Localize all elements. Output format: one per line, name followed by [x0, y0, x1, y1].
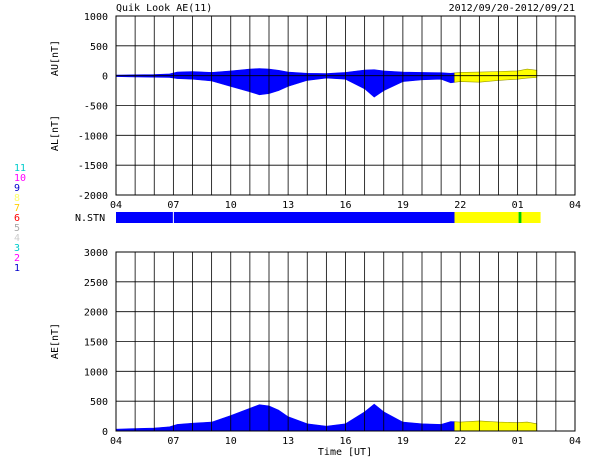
x-tick-label: 07 [167, 200, 179, 211]
y-tick-label: 500 [90, 397, 108, 408]
y-tick-label: -1500 [78, 161, 108, 172]
station-segment [173, 212, 455, 223]
station-legend-entry: 1 [14, 263, 20, 274]
station-legend-entry: 6 [14, 213, 20, 224]
series-ae-area [115, 403, 455, 432]
date-range: 2012/09/20-2012/09/21 [449, 3, 575, 14]
x-tick-label: 16 [339, 200, 351, 211]
x-tick-label: 10 [225, 436, 237, 447]
y-tick-label: -1000 [78, 131, 108, 142]
y-tick-label: 0 [102, 72, 108, 83]
series-al-area [115, 75, 455, 98]
nstn-label: N.STN [75, 213, 105, 224]
x-axis-title: Time [UT] [318, 447, 372, 458]
series-al-partial-area [454, 75, 538, 83]
station-legend-entry: 4 [14, 233, 20, 244]
x-tick-label: 16 [339, 436, 351, 447]
x-tick-label: 01 [512, 436, 524, 447]
y-tick-label: 1000 [84, 367, 108, 378]
y-tick-label: -2000 [78, 191, 108, 202]
station-legend-entry: 11 [14, 163, 26, 174]
station-legend-entry: 10 [14, 173, 26, 184]
station-legend-entry: 9 [14, 183, 20, 194]
y-tick-label: 500 [90, 42, 108, 53]
x-tick-label: 04 [569, 200, 581, 211]
x-tick-label: 22 [454, 436, 466, 447]
y-tick-label: 1500 [84, 338, 108, 349]
y-tick-label: 0 [102, 427, 108, 438]
station-segment [454, 212, 519, 223]
y-tick-label: 1000 [84, 12, 108, 23]
al-axis-label: AL[nT] [50, 115, 61, 151]
station-segment [116, 212, 174, 223]
y-tick-label: -500 [84, 102, 108, 113]
au-axis-label: AU[nT] [50, 40, 61, 76]
x-tick-label: 19 [397, 200, 409, 211]
x-tick-label: 22 [454, 200, 466, 211]
x-tick-label: 04 [110, 436, 122, 447]
x-tick-label: 13 [282, 436, 294, 447]
station-legend-entry: 2 [14, 253, 20, 264]
y-tick-label: 3000 [84, 248, 108, 259]
x-tick-label: 13 [282, 200, 294, 211]
x-tick-label: 04 [569, 436, 581, 447]
station-count-bar [116, 212, 541, 223]
x-tick-label: 01 [512, 200, 524, 211]
station-legend-entry: 3 [14, 243, 20, 254]
series-ae-partial-area [454, 420, 538, 432]
x-tick-label: 10 [225, 200, 237, 211]
x-tick-label: 04 [110, 200, 122, 211]
chart-title: Quik Look AE(11) [116, 3, 212, 14]
ae-axis-label: AE[nT] [50, 323, 61, 359]
series-au-area [115, 68, 455, 76]
station-segment [521, 212, 541, 223]
x-tick-label: 19 [397, 436, 409, 447]
y-tick-label: 2000 [84, 308, 108, 319]
series-au-partial-area [454, 68, 538, 76]
y-tick-label: 2500 [84, 278, 108, 289]
station-legend-entry: 5 [14, 223, 20, 234]
station-legend-entry: 7 [14, 203, 20, 214]
station-segment [518, 212, 522, 223]
station-legend-entry: 8 [14, 193, 20, 204]
x-tick-label: 07 [167, 436, 179, 447]
